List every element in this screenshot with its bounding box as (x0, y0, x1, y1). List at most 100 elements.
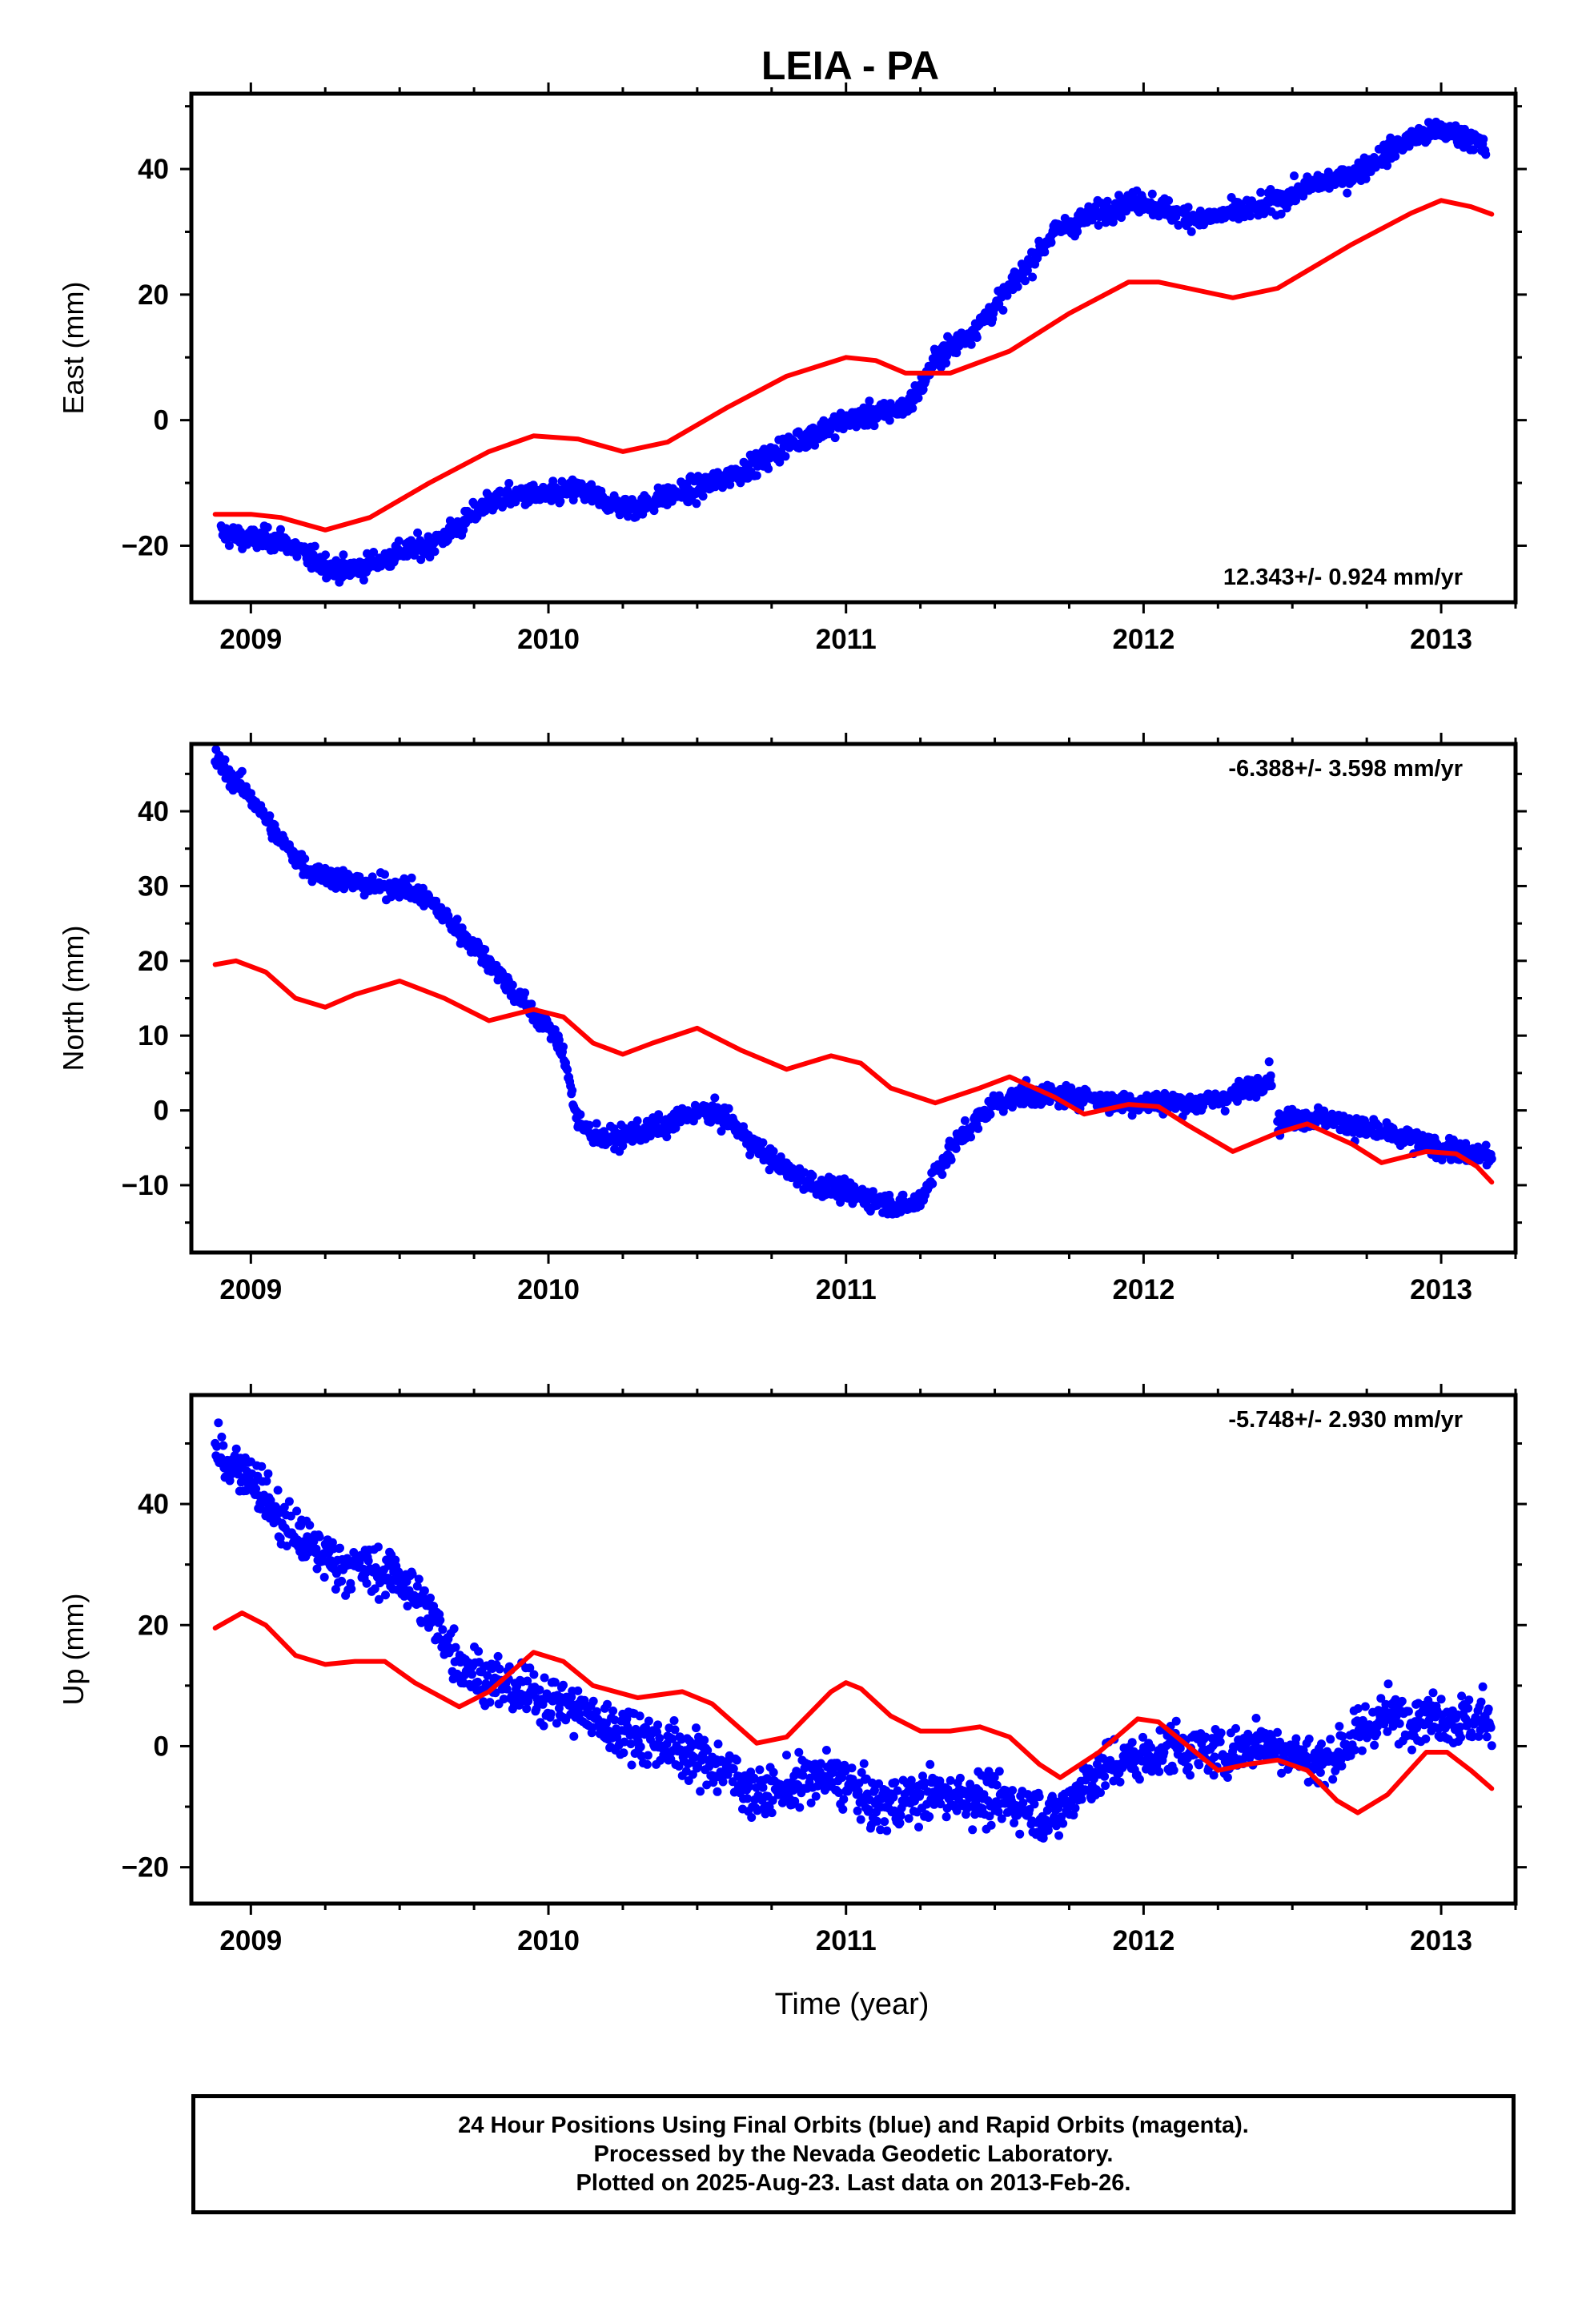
north-point (1487, 1154, 1496, 1164)
footer-line-2: Processed by the Nevada Geodetic Laborat… (593, 2141, 1114, 2167)
up-point (916, 1789, 925, 1799)
up-point (219, 1441, 228, 1450)
north-point (951, 1144, 961, 1153)
north-point (758, 1138, 768, 1148)
up-point (315, 1532, 324, 1542)
up-point (312, 1564, 322, 1574)
east-point (623, 512, 632, 521)
plot-area-north (211, 745, 1496, 1219)
up-point (1372, 1728, 1382, 1738)
east-point (764, 464, 773, 473)
east-point (1040, 247, 1050, 257)
up-point (550, 1678, 560, 1687)
footer-line-1: 24 Hour Positions Using Final Orbits (bl… (458, 2113, 1249, 2138)
up-point (535, 1685, 544, 1695)
up-point (251, 1484, 261, 1494)
rate-label-east: 12.343+/- 0.924 mm/yr (1223, 565, 1463, 590)
up-point (662, 1739, 672, 1749)
up-point (990, 1773, 999, 1782)
y-tick-label: 20 (138, 279, 169, 311)
north-point (710, 1093, 720, 1103)
up-point (700, 1735, 709, 1745)
east-point (942, 358, 951, 368)
up-point (373, 1542, 383, 1552)
up-point (798, 1771, 808, 1780)
up-point (853, 1806, 862, 1815)
east-point (1469, 145, 1479, 155)
north-point (724, 1104, 733, 1113)
chart-title: LEIA - PA (761, 43, 939, 88)
east-point (1479, 135, 1488, 144)
up-point (1159, 1747, 1169, 1757)
up-point (745, 1782, 754, 1791)
up-point (438, 1625, 448, 1634)
up-point (1397, 1696, 1407, 1706)
east-point (224, 541, 234, 550)
east-point (369, 548, 379, 557)
up-point (859, 1759, 869, 1768)
up-point (1146, 1743, 1156, 1752)
up-point (1317, 1739, 1326, 1749)
footer-box: 24 Hour Positions Using Final Orbits (bl… (191, 2094, 1516, 2214)
north-point (247, 789, 255, 798)
up-point (335, 1543, 344, 1553)
up-point (523, 1676, 532, 1686)
x-tick-label: 2009 (219, 1925, 282, 1956)
up-point (1383, 1727, 1392, 1736)
up-point (1478, 1682, 1488, 1691)
east-point (263, 523, 272, 532)
up-point (895, 1818, 905, 1827)
east-point (775, 457, 785, 467)
up-point (214, 1418, 223, 1428)
east-point (1276, 209, 1286, 219)
x-tick-label: 2011 (816, 624, 877, 655)
north-point (986, 1110, 995, 1119)
up-point (1484, 1704, 1493, 1714)
east-point (1361, 174, 1371, 183)
up-point (1127, 1738, 1137, 1747)
up-point (684, 1776, 693, 1785)
y-tick-label: −10 (122, 1170, 169, 1201)
north-point (1448, 1135, 1458, 1144)
up-point (794, 1747, 804, 1757)
up-point (670, 1725, 680, 1735)
x-axis-label: Time (year) (775, 1988, 930, 2021)
up-point (816, 1759, 825, 1768)
up-point (362, 1578, 371, 1588)
up-point (319, 1573, 329, 1582)
up-point (1223, 1773, 1232, 1782)
up-point (876, 1825, 885, 1835)
x-tick-label: 2013 (1410, 1925, 1472, 1956)
up-point (655, 1733, 665, 1743)
east-point (1046, 238, 1056, 247)
up-point (525, 1663, 535, 1673)
up-point (231, 1444, 241, 1454)
up-point (554, 1703, 564, 1713)
up-point (847, 1763, 857, 1773)
up-point (1186, 1771, 1195, 1780)
up-point (870, 1786, 879, 1795)
x-tick-label: 2011 (816, 1925, 877, 1956)
up-point (626, 1739, 636, 1749)
up-point (473, 1677, 483, 1687)
up-point (1216, 1728, 1226, 1738)
up-point (540, 1673, 549, 1683)
up-point (426, 1593, 435, 1602)
up-point (1154, 1767, 1164, 1776)
east-point (413, 528, 423, 537)
up-point (257, 1462, 267, 1471)
up-point (853, 1787, 863, 1796)
east-point (1174, 220, 1183, 230)
east-point (504, 479, 514, 488)
up-point (926, 1759, 935, 1769)
east-point (1013, 282, 1022, 292)
up-point (1008, 1786, 1018, 1795)
y-axis-label-up: Up (mm) (57, 1594, 90, 1706)
east-point (752, 471, 761, 480)
up-point (529, 1670, 539, 1679)
up-point (896, 1811, 905, 1820)
north-point (237, 766, 247, 776)
